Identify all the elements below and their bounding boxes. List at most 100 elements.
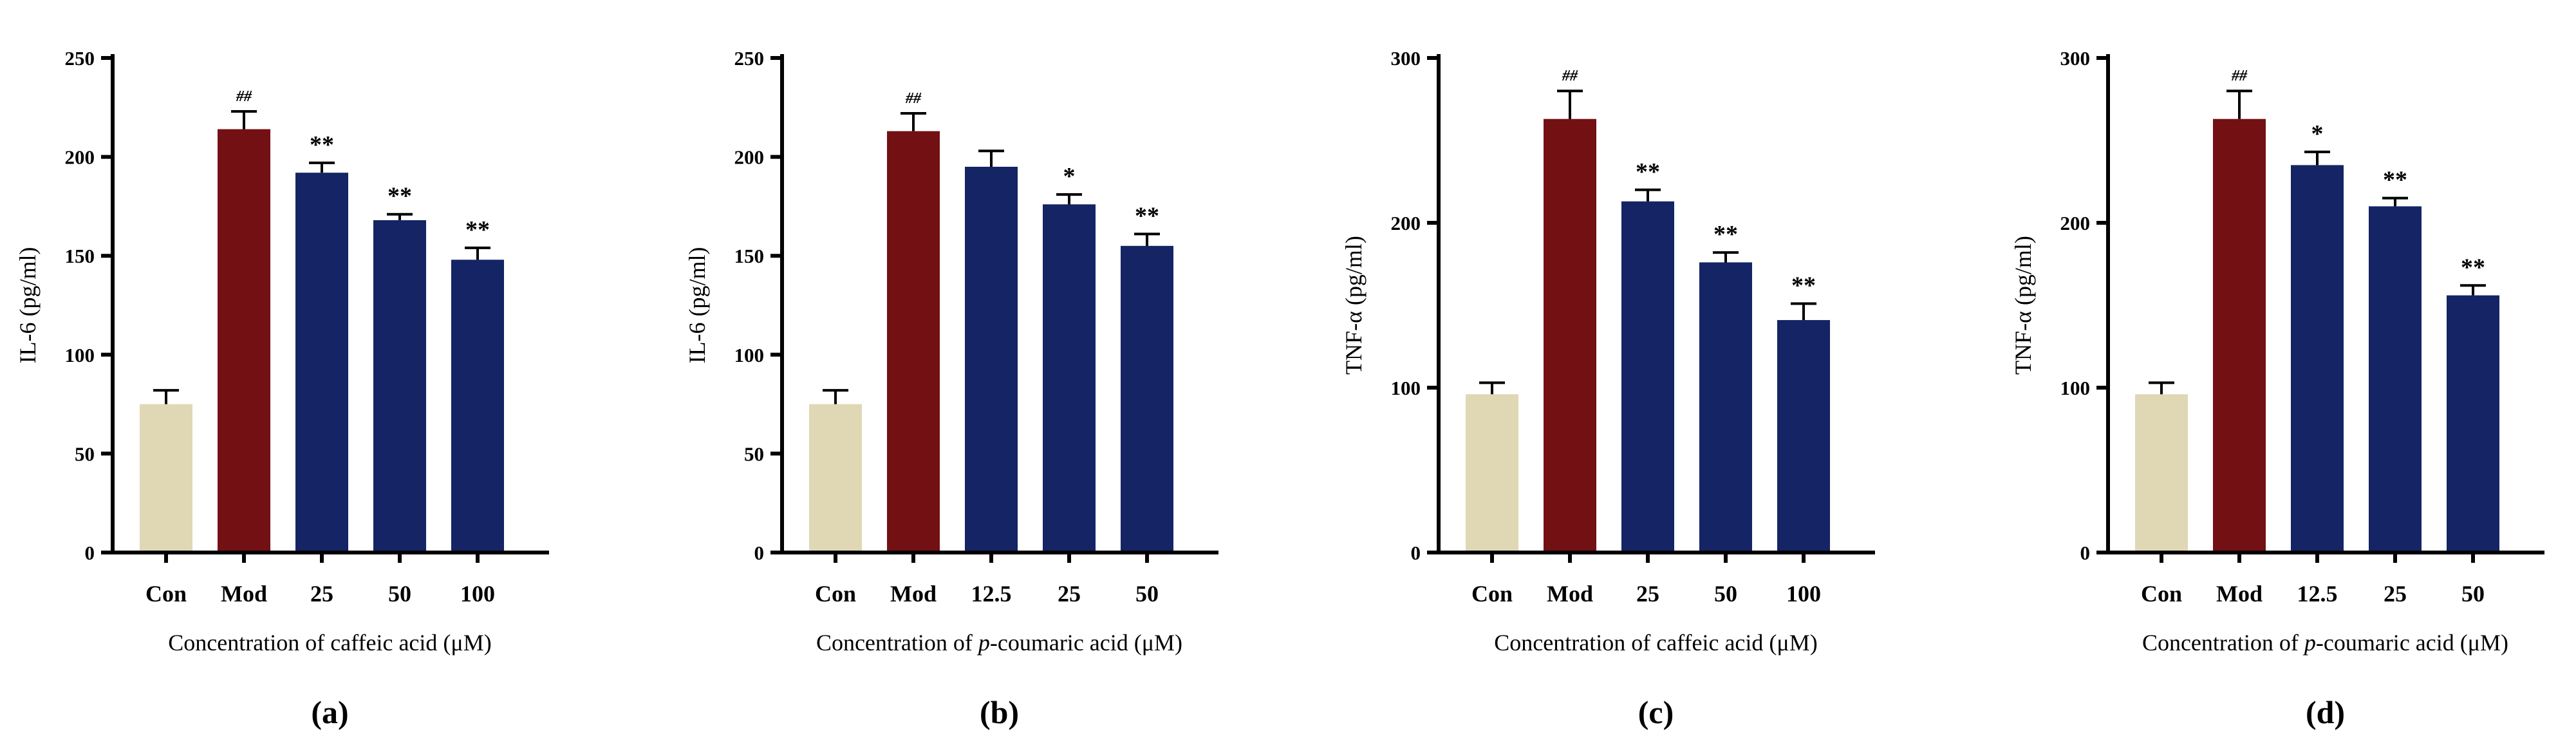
category-label: Con — [815, 581, 856, 607]
category-label: Mod — [1547, 581, 1593, 607]
error-bar — [309, 161, 335, 173]
y-tick-label: 50 — [75, 442, 95, 465]
significance-label: ** — [1791, 272, 1816, 299]
error-bar — [2226, 90, 2252, 119]
bar-mod — [887, 131, 940, 553]
error-bar — [2149, 381, 2174, 395]
bar-25 — [1043, 204, 1096, 553]
bar-50 — [2447, 295, 2499, 553]
category-label: 25 — [1636, 581, 1659, 607]
category-label: 25 — [1058, 581, 1081, 607]
y-tick-label: 300 — [2060, 47, 2091, 70]
y-tick-label: 0 — [2080, 542, 2091, 564]
error-bar — [153, 389, 179, 404]
y-tick-label: 100 — [65, 344, 95, 366]
bar-50 — [1699, 262, 1752, 553]
error-bar — [1635, 188, 1661, 202]
bar-100 — [1777, 320, 1830, 553]
y-tick-label: 250 — [65, 47, 95, 70]
significance-label: ** — [1636, 158, 1660, 185]
category-label: 25 — [2384, 581, 2407, 607]
chart-panel-1: Con ## Mod ** 25 ** 50 ** 100 0 50 100 150 200 250 IL-6… — [15, 47, 549, 730]
category-label: Mod — [890, 581, 937, 607]
y-axis-title: TNF-α (pg/ml) — [2010, 236, 2036, 375]
y-tick-label: 0 — [85, 542, 95, 564]
category-label: Con — [2141, 581, 2182, 607]
panel-label: (c) — [1638, 694, 1674, 730]
bar-25 — [2369, 206, 2422, 553]
error-bar — [1134, 232, 1160, 246]
bar-12.5 — [965, 166, 1018, 553]
error-bar — [978, 149, 1004, 167]
error-bar — [465, 246, 490, 260]
significance-label: ** — [1135, 202, 1159, 229]
error-bar — [1557, 90, 1583, 119]
y-tick-label: 50 — [744, 442, 764, 465]
y-axis-title: TNF-α (pg/ml) — [1341, 236, 1367, 375]
error-bar — [901, 112, 926, 131]
category-label: Mod — [221, 581, 267, 607]
bar-50 — [373, 220, 426, 553]
bar-con — [2135, 394, 2188, 553]
category-label: 50 — [1714, 581, 1737, 607]
significance-label: ** — [1713, 221, 1738, 248]
category-label: Con — [1471, 581, 1513, 607]
bar-con — [809, 404, 862, 553]
error-bar — [1056, 193, 1082, 205]
category-label: 50 — [388, 581, 411, 607]
bar-25 — [1621, 201, 1674, 553]
y-tick-label: 250 — [734, 47, 765, 70]
x-axis-title: Concentration of p-coumaric acid (μM) — [2142, 630, 2508, 656]
category-label: 100 — [1786, 581, 1821, 607]
y-tick-label: 150 — [734, 245, 765, 267]
chart-panel-4: Con ## Mod * 12.5 ** 25 ** 50 0 100 200 300 TNF-α (pg… — [2010, 47, 2544, 730]
y-tick-label: 100 — [1391, 377, 1421, 399]
significance-label: * — [2311, 120, 2324, 147]
error-bar — [2304, 150, 2330, 165]
y-tick-label: 100 — [2060, 377, 2091, 399]
bar-mod — [218, 129, 270, 553]
bar-25 — [295, 173, 348, 553]
error-bar — [2382, 196, 2408, 207]
y-axis-title: IL-6 (pg/ml) — [684, 247, 710, 364]
bar-con — [1466, 394, 1518, 553]
category-label: Con — [145, 581, 187, 607]
error-bar — [231, 109, 257, 129]
category-label: 50 — [2461, 581, 2485, 607]
error-bar — [1713, 251, 1739, 263]
bar-mod — [1544, 118, 1596, 553]
significance-label: ** — [2461, 254, 2485, 281]
y-tick-label: 200 — [2060, 212, 2091, 234]
panel-label: (a) — [311, 694, 348, 730]
panel-label: (d) — [2306, 694, 2345, 730]
category-label: 100 — [460, 581, 495, 607]
significance-label: ** — [2383, 167, 2407, 194]
category-label: 50 — [1135, 581, 1159, 607]
category-label: 12.5 — [2297, 581, 2338, 607]
error-bar — [1791, 302, 1816, 321]
y-tick-label: 0 — [754, 542, 765, 564]
significance-label: ** — [387, 183, 412, 210]
x-axis-title: Concentration of p-coumaric acid (μM) — [816, 630, 1182, 656]
category-label: Mod — [2216, 581, 2263, 607]
significance-label: * — [1063, 163, 1076, 190]
bar-100 — [451, 260, 504, 553]
bar-50 — [1121, 245, 1173, 553]
significance-label: ## — [236, 88, 252, 105]
error-bar — [2460, 284, 2486, 296]
x-axis-title: Concentration of caffeic acid (μM) — [1494, 630, 1817, 656]
y-tick-label: 200 — [1391, 212, 1421, 234]
x-axis-title: Concentration of caffeic acid (μM) — [168, 630, 491, 656]
category-label: 12.5 — [971, 581, 1012, 607]
significance-label: ## — [905, 90, 922, 107]
y-tick-label: 150 — [65, 245, 95, 267]
bar-mod — [2213, 118, 2266, 553]
y-tick-label: 300 — [1391, 47, 1421, 70]
y-tick-label: 200 — [65, 146, 95, 169]
error-bar — [387, 213, 413, 220]
significance-label: ## — [1562, 68, 1578, 84]
y-tick-label: 100 — [734, 344, 765, 366]
chart-panel-3: Con ## Mod ** 25 ** 50 ** 100 0 100 200 300 TNF-α (pg… — [1341, 47, 1875, 730]
category-label: 25 — [310, 581, 333, 607]
error-bar — [823, 389, 848, 404]
